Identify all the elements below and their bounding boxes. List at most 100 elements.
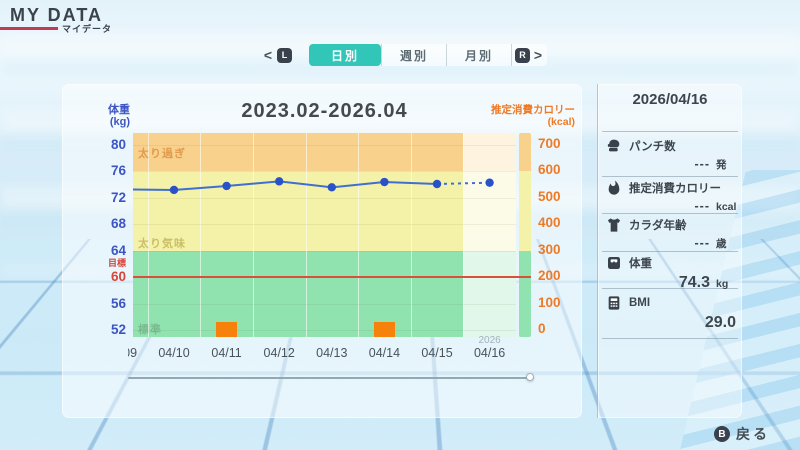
next-chevron-icon[interactable]: > xyxy=(533,47,543,63)
right-axis-tick: 400 xyxy=(538,215,561,231)
horizontal-gridline xyxy=(133,303,516,305)
calorie-bar xyxy=(216,322,238,337)
chart-plot-area: 太り過ぎ太り気味標準 xyxy=(133,133,516,337)
left-axis-tick: 80 xyxy=(110,136,126,152)
back-button[interactable]: B 戻る xyxy=(714,424,770,444)
weight-point xyxy=(327,183,336,192)
chart-zone xyxy=(133,133,516,172)
right-axis-tick: 300 xyxy=(538,241,561,257)
b-button-badge: B xyxy=(714,426,730,442)
weight-point xyxy=(169,185,179,195)
left-axis-tick: 68 xyxy=(110,216,126,232)
body-age-unit: 歳 xyxy=(716,238,727,250)
tab-strip: 日別 週別 月別 R > xyxy=(309,44,547,66)
x-axis-label: 04/12 xyxy=(263,346,295,360)
right-axis-tick: 200 xyxy=(538,268,561,284)
stats-date: 2026/04/16 xyxy=(632,91,708,108)
weight-unit: kg xyxy=(716,278,729,290)
vertical-gridline xyxy=(410,133,412,337)
weight-point xyxy=(432,179,442,189)
scale-icon xyxy=(606,255,622,271)
horizontal-gridline xyxy=(133,330,516,332)
left-axis-name: 体重 xyxy=(108,104,130,116)
divider xyxy=(602,338,738,339)
vertical-gridline xyxy=(358,133,360,337)
body-age-value: --- xyxy=(694,236,710,250)
page-title: MY DATA xyxy=(10,5,103,25)
bmi-value: 29.0 xyxy=(704,314,736,331)
period-tab-bar: < L 日別 週別 月別 R > xyxy=(262,44,547,66)
punch-count-value: --- xyxy=(694,157,710,171)
tab-daily[interactable]: 日別 xyxy=(309,44,381,66)
body-icon xyxy=(606,217,622,233)
calories-unit: kcal xyxy=(716,201,737,213)
tab-weekly[interactable]: 週別 xyxy=(381,44,446,66)
chart-scrollbar-track[interactable] xyxy=(128,377,534,379)
r-button-badge[interactable]: R xyxy=(515,47,530,63)
axis-zone-strip xyxy=(519,171,531,251)
vertical-gridline xyxy=(200,133,202,337)
goal-line xyxy=(133,276,531,279)
x-axis-label: 04/14 xyxy=(368,346,401,360)
year-label: 2026 xyxy=(478,335,501,346)
bmi-row: BMI 29.0 xyxy=(606,295,736,332)
right-axis-tick: 600 xyxy=(538,162,561,178)
page-subtitle: マイデータ xyxy=(62,24,113,34)
divider xyxy=(602,288,738,289)
x-axis-label: 04/10 xyxy=(158,346,190,360)
zone-label: 太り過ぎ xyxy=(138,148,186,160)
left-axis-title: 体重 (kg) xyxy=(80,104,130,128)
weight-row: 体重 74.3 kg xyxy=(606,255,736,292)
left-axis-unit: (kg) xyxy=(109,116,130,128)
weight-point xyxy=(485,178,494,187)
vertical-gridline xyxy=(147,133,149,337)
axis-zone-strip xyxy=(519,250,531,337)
weight-point xyxy=(380,177,389,187)
divider xyxy=(602,213,738,214)
x-axis-label: 04/16 xyxy=(473,346,506,360)
vertical-gridline xyxy=(252,133,254,337)
left-axis-tick: 52 xyxy=(110,322,126,338)
left-axis-tick: 64 xyxy=(110,242,126,258)
weight-point xyxy=(222,181,231,191)
chart-scrollbar-handle[interactable] xyxy=(526,373,534,381)
flame-icon xyxy=(606,180,622,196)
chart-zone xyxy=(133,250,516,337)
logo-underline xyxy=(0,27,58,30)
punch-count-label: パンチ数 xyxy=(629,141,676,153)
left-axis-tick: 56 xyxy=(110,295,126,311)
calculator-icon xyxy=(606,295,622,311)
right-axis-title: 推定消費カロリー (kcal) xyxy=(443,104,575,128)
l-button-badge[interactable]: L xyxy=(277,47,292,63)
prev-chevron-icon[interactable]: < xyxy=(263,47,273,63)
zone-label: 太り気味 xyxy=(138,237,186,250)
chart-title: 2023.02-2026.04 xyxy=(241,100,408,122)
right-axis-name: 推定消費カロリー xyxy=(491,104,575,116)
horizontal-gridline xyxy=(133,197,516,199)
right-axis-tick: 0 xyxy=(538,321,546,337)
right-axis-unit: (kcal) xyxy=(547,116,575,128)
weight-label: 体重 xyxy=(629,258,652,270)
right-axis-tick: 700 xyxy=(538,135,561,151)
x-axis-label: 04/11 xyxy=(211,346,242,360)
divider xyxy=(602,131,738,132)
back-button-label: 戻る xyxy=(736,426,770,442)
left-axis-tick: 60 xyxy=(110,269,126,285)
axis-zone-strip xyxy=(519,133,531,172)
zone-label: 標準 xyxy=(138,324,162,336)
vertical-gridline xyxy=(463,133,465,337)
divider xyxy=(602,251,738,252)
punch-count-unit: 発 xyxy=(716,159,727,171)
calories-row: 推定消費カロリー --- kcal xyxy=(606,180,736,217)
calorie-bar xyxy=(373,322,395,337)
boxing-glove-icon xyxy=(606,138,622,154)
weight-point xyxy=(275,177,284,186)
left-axis-tick: 72 xyxy=(110,189,126,205)
horizontal-gridline xyxy=(133,224,516,226)
left-axis-tick: 76 xyxy=(110,163,126,179)
tab-monthly[interactable]: 月別 xyxy=(446,44,511,66)
daily-stats-panel: 2026/04/16 パンチ数 --- 発 推定消費カロ xyxy=(597,84,742,418)
weight-chart-panel: 2023.02-2026.04 体重 (kg) 推定消費カロリー (kcal) … xyxy=(62,84,582,418)
divider xyxy=(602,176,738,177)
